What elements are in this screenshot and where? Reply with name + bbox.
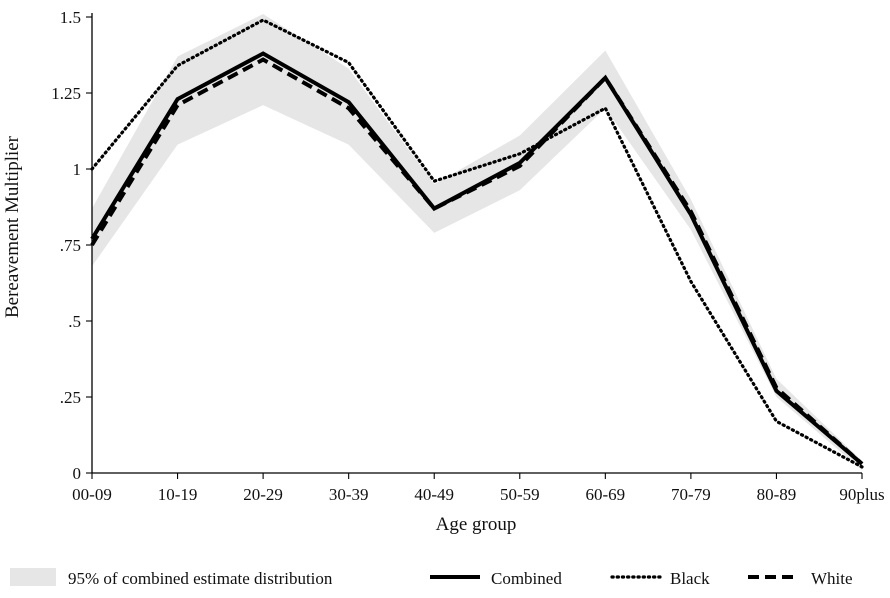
data-point-white <box>519 165 521 167</box>
legend-combined-label: Combined <box>491 569 562 588</box>
legend-band-label: 95% of combined estimate distribution <box>68 569 333 588</box>
confidence-band <box>92 13 862 470</box>
data-point-combined <box>519 162 521 164</box>
x-tick-label: 60-69 <box>585 485 625 504</box>
y-tick-label: 1.25 <box>51 84 81 103</box>
series-line-white <box>90 57 864 466</box>
data-point-combined <box>776 390 778 392</box>
x-tick-label: 00-09 <box>72 485 112 504</box>
y-tick-label: 1.5 <box>60 8 81 27</box>
data-point-combined <box>433 208 435 210</box>
y-axis-title: Bereavement Multiplier <box>2 135 23 318</box>
data-point-combined <box>348 101 350 103</box>
data-point-white <box>262 59 264 61</box>
data-point-black <box>776 420 778 422</box>
x-tick-label: 40-49 <box>414 485 454 504</box>
data-point-black <box>177 65 179 67</box>
x-tick-label: 30-39 <box>329 485 369 504</box>
x-axis-title: Age group <box>436 514 517 535</box>
y-tick-label: .25 <box>60 388 81 407</box>
x-tick-label: 20-29 <box>243 485 283 504</box>
series-line-black <box>90 18 864 469</box>
data-point-white <box>177 104 179 106</box>
data-point-black <box>519 153 521 155</box>
y-tick-label: 1 <box>73 160 82 179</box>
series-layer <box>90 18 864 469</box>
data-point-white <box>690 211 692 213</box>
data-point-white <box>91 244 93 246</box>
legend-white-label: White <box>811 569 853 588</box>
data-point-black <box>690 281 692 283</box>
data-point-combined <box>604 77 606 79</box>
y-tick-label: 0 <box>73 464 82 483</box>
x-tick-label: 90plus <box>839 485 884 504</box>
data-point-black <box>433 180 435 182</box>
data-point-combined <box>91 238 93 240</box>
data-point-combined <box>861 463 863 465</box>
data-point-combined <box>690 214 692 216</box>
legend-band-swatch <box>10 568 56 586</box>
x-tick-label: 70-79 <box>671 485 711 504</box>
y-tick-label: .5 <box>68 312 81 331</box>
confidence-band-layer <box>92 13 862 470</box>
data-point-combined <box>262 53 264 55</box>
data-point-black <box>861 466 863 468</box>
x-tick-label: 50-59 <box>500 485 540 504</box>
data-point-black <box>262 19 264 21</box>
data-point-black <box>91 168 93 170</box>
data-point-white <box>348 107 350 109</box>
data-point-white <box>776 387 778 389</box>
data-point-black <box>604 107 606 109</box>
y-tick-label: .75 <box>60 236 81 255</box>
axes-layer: 0 .25 .5 .75 1 1.25 1.5 00-09 10-19 20-29 30-39 40-… <box>51 8 884 504</box>
series-line-combined <box>90 51 864 466</box>
legend: 95% of combined estimate distribution Co… <box>10 568 853 588</box>
data-point-combined <box>177 98 179 100</box>
x-tick-label: 80-89 <box>757 485 797 504</box>
data-point-black <box>348 62 350 64</box>
x-tick-label: 10-19 <box>158 485 198 504</box>
legend-black-label: Black <box>670 569 710 588</box>
